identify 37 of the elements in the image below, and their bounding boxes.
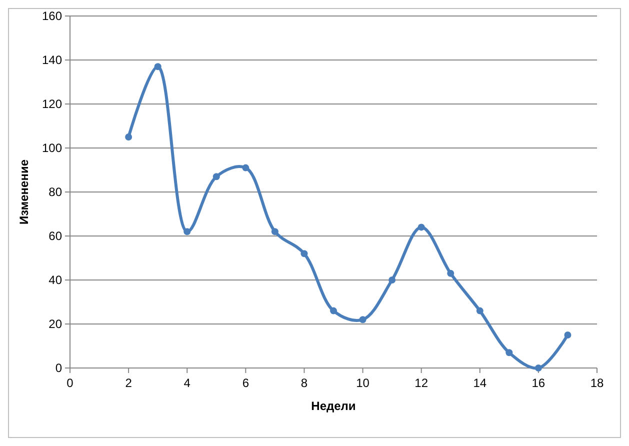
point xyxy=(388,276,396,284)
x-tick-label: 14 xyxy=(473,376,487,390)
point xyxy=(564,332,572,338)
y-tick-label: 60 xyxy=(48,229,62,243)
point xyxy=(212,173,220,180)
y-tick-label: 160 xyxy=(42,9,62,23)
y-axis-title: Изменение xyxy=(17,159,31,225)
x-tick-label: 8 xyxy=(300,376,308,390)
y-tick-label: 0 xyxy=(55,361,62,375)
point xyxy=(330,307,337,314)
point xyxy=(506,349,513,356)
x-tick-label: 4 xyxy=(184,376,191,390)
x-tick-label: 18 xyxy=(590,376,604,390)
y-tick-label: 80 xyxy=(48,185,62,199)
x-tick-label: 10 xyxy=(356,376,370,390)
x-tick-label: 2 xyxy=(125,376,132,390)
y-tick-label: 140 xyxy=(42,53,62,67)
x-tick-label: 16 xyxy=(532,376,546,390)
point xyxy=(154,63,162,70)
point xyxy=(418,224,425,231)
point xyxy=(242,164,250,172)
x-axis-title: Недели xyxy=(311,399,356,413)
point xyxy=(125,134,132,140)
y-tick-label: 100 xyxy=(42,141,62,155)
point xyxy=(476,307,484,314)
point xyxy=(447,270,454,277)
point xyxy=(300,250,308,258)
y-tick-label: 120 xyxy=(42,97,62,111)
y-tick-label: 40 xyxy=(48,273,62,287)
x-tick-label: 6 xyxy=(242,376,250,390)
point xyxy=(359,316,366,324)
point xyxy=(271,228,278,236)
x-tick-label: 12 xyxy=(414,376,428,390)
x-tick-label: 0 xyxy=(66,376,74,390)
y-tick-label: 20 xyxy=(48,317,62,331)
point xyxy=(534,364,542,372)
point xyxy=(184,228,191,236)
